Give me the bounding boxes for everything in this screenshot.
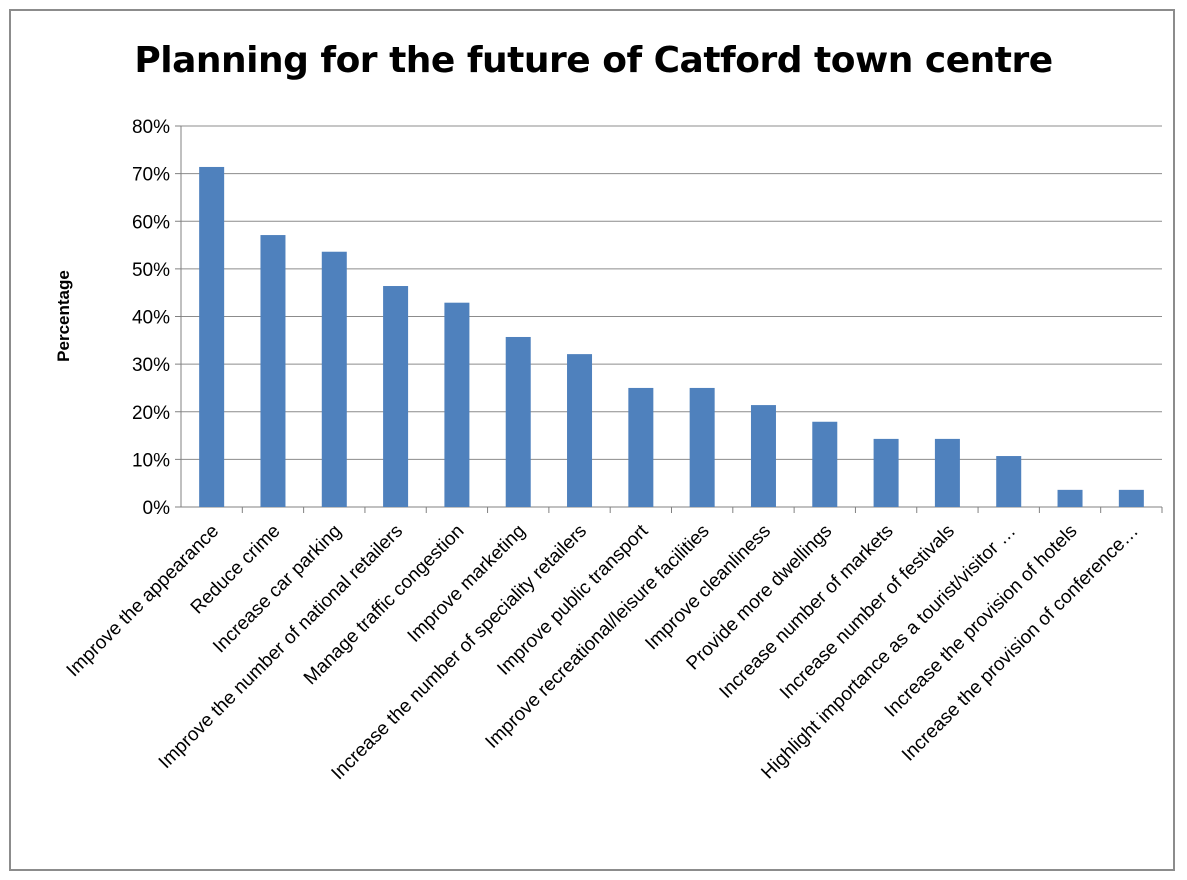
y-tick-label: 80%: [132, 117, 170, 138]
y-axis-label: Percentage: [54, 270, 73, 362]
bar: [321, 251, 347, 507]
y-tick-label: 60%: [132, 212, 170, 233]
bar: [750, 405, 776, 507]
y-tick-label: 70%: [132, 165, 170, 186]
y-tick-label: 20%: [132, 403, 170, 424]
bar: [567, 354, 593, 507]
y-tick-label: 40%: [132, 308, 170, 329]
bar: [505, 336, 531, 507]
chart-title: Planning for the future of Catford town …: [134, 40, 1053, 81]
bar: [444, 302, 470, 507]
bar: [1057, 489, 1083, 507]
bar: [996, 456, 1022, 507]
y-tick-label: 0%: [143, 498, 171, 519]
bar: [689, 387, 715, 507]
y-tick-label: 10%: [132, 450, 170, 471]
bar: [199, 166, 225, 507]
category-label: Improve recreational/leisure facilities: [482, 521, 714, 753]
y-tick-label: 50%: [132, 260, 170, 281]
bar: [934, 438, 960, 507]
bar: [812, 421, 838, 507]
bars: [199, 166, 1144, 507]
bar: [260, 235, 286, 507]
y-tick-labels: 0% 10% 20% 30% 40% 50% 60% 70% 80%: [132, 117, 170, 519]
bar: [383, 286, 409, 507]
y-tick-label: 30%: [132, 355, 170, 376]
bar: [873, 438, 899, 507]
bar: [628, 387, 654, 507]
bar: [1118, 489, 1144, 507]
category-label: Improve marketing: [404, 521, 530, 647]
